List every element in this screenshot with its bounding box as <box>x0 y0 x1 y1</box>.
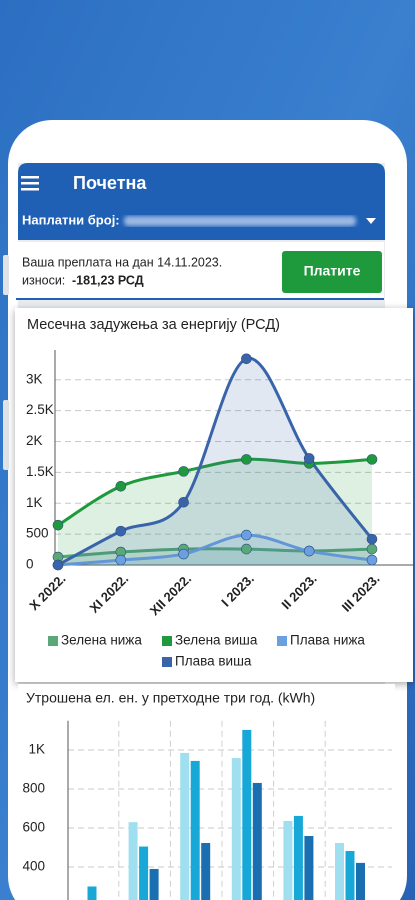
y-tick-label: 2.5K <box>26 402 54 417</box>
series-area <box>58 548 372 565</box>
data-point <box>241 543 252 555</box>
y-tick-label: 600 <box>22 820 45 835</box>
bar <box>139 846 149 900</box>
chart-title: Утрошена ел. ен. у претходне три год. (k… <box>26 690 315 706</box>
bar <box>201 843 211 900</box>
bar <box>128 822 138 900</box>
account-label[interactable]: Наплатни број: <box>22 212 120 227</box>
data-point <box>241 454 252 465</box>
data-point <box>178 466 189 477</box>
phone-button <box>3 255 9 295</box>
series-area <box>58 535 372 565</box>
pay-button[interactable] <box>282 251 382 293</box>
chart-card <box>15 308 413 682</box>
menu-icon-bar <box>21 188 39 191</box>
legend-swatch <box>162 636 172 646</box>
bar <box>180 752 190 900</box>
amount-label: износи: <box>22 273 65 287</box>
y-tick-label: 0 <box>26 557 34 572</box>
bar <box>242 729 252 900</box>
y-tick-label: 800 <box>22 781 45 796</box>
bar <box>283 820 293 900</box>
legend-label: Зелена виша <box>175 633 258 648</box>
y-tick-label: 3K <box>26 371 43 386</box>
data-point <box>52 519 64 531</box>
data-point <box>178 496 189 508</box>
series-area <box>58 459 372 565</box>
data-point <box>366 454 378 465</box>
legend-label: Плава виша <box>175 654 252 669</box>
y-tick-label: 1.5K <box>26 464 54 479</box>
legend-label: Зелена нижа <box>61 633 142 648</box>
data-point <box>115 481 127 492</box>
series-area <box>58 358 372 565</box>
bar <box>304 835 314 900</box>
data-point <box>303 453 315 464</box>
bar <box>345 851 355 900</box>
data-point <box>241 353 252 365</box>
dropdown-arrow[interactable] <box>366 218 376 224</box>
app-title: Почетна <box>73 173 147 193</box>
menu-button[interactable] <box>21 176 39 191</box>
y-tick-label: 400 <box>22 859 45 874</box>
phone-button <box>3 400 9 470</box>
bar <box>293 815 303 900</box>
menu-icon-bar <box>21 182 39 185</box>
bar <box>252 782 262 900</box>
amount: -181,23 РСД <box>72 273 144 287</box>
y-tick-label: 1K <box>28 742 45 757</box>
y-tick-label: 1K <box>26 495 43 510</box>
data-point <box>52 559 64 571</box>
legend-swatch <box>277 636 287 646</box>
payment-card-border <box>16 298 384 300</box>
bar <box>149 868 159 900</box>
bar-chart: 400 600 800 1K <box>22 720 392 900</box>
y-tick-label: 500 <box>26 526 49 541</box>
data-point <box>241 529 252 541</box>
data-point <box>366 533 378 545</box>
bar <box>335 843 344 900</box>
pay-button-label[interactable]: Платите <box>304 263 361 279</box>
menu-icon-bar <box>21 176 39 179</box>
legend-label: Плава нижа <box>290 633 365 648</box>
data-point <box>115 554 127 566</box>
payment-text: Ваша преплата на дан 14.11.2023. <box>22 255 222 269</box>
chart-title: Месечна задужења за енергију (РСД) <box>27 317 280 333</box>
data-point <box>303 545 315 557</box>
data-point <box>115 525 127 537</box>
y-tick-label: 2K <box>26 433 43 448</box>
bar <box>231 757 241 900</box>
legend-swatch <box>162 657 172 667</box>
bar <box>190 760 200 900</box>
bar <box>87 886 97 900</box>
bar <box>356 862 365 900</box>
legend-swatch <box>48 636 58 646</box>
data-point <box>366 554 378 566</box>
data-point <box>178 548 189 560</box>
data-point <box>366 543 378 555</box>
account-number-blurred <box>124 216 356 226</box>
